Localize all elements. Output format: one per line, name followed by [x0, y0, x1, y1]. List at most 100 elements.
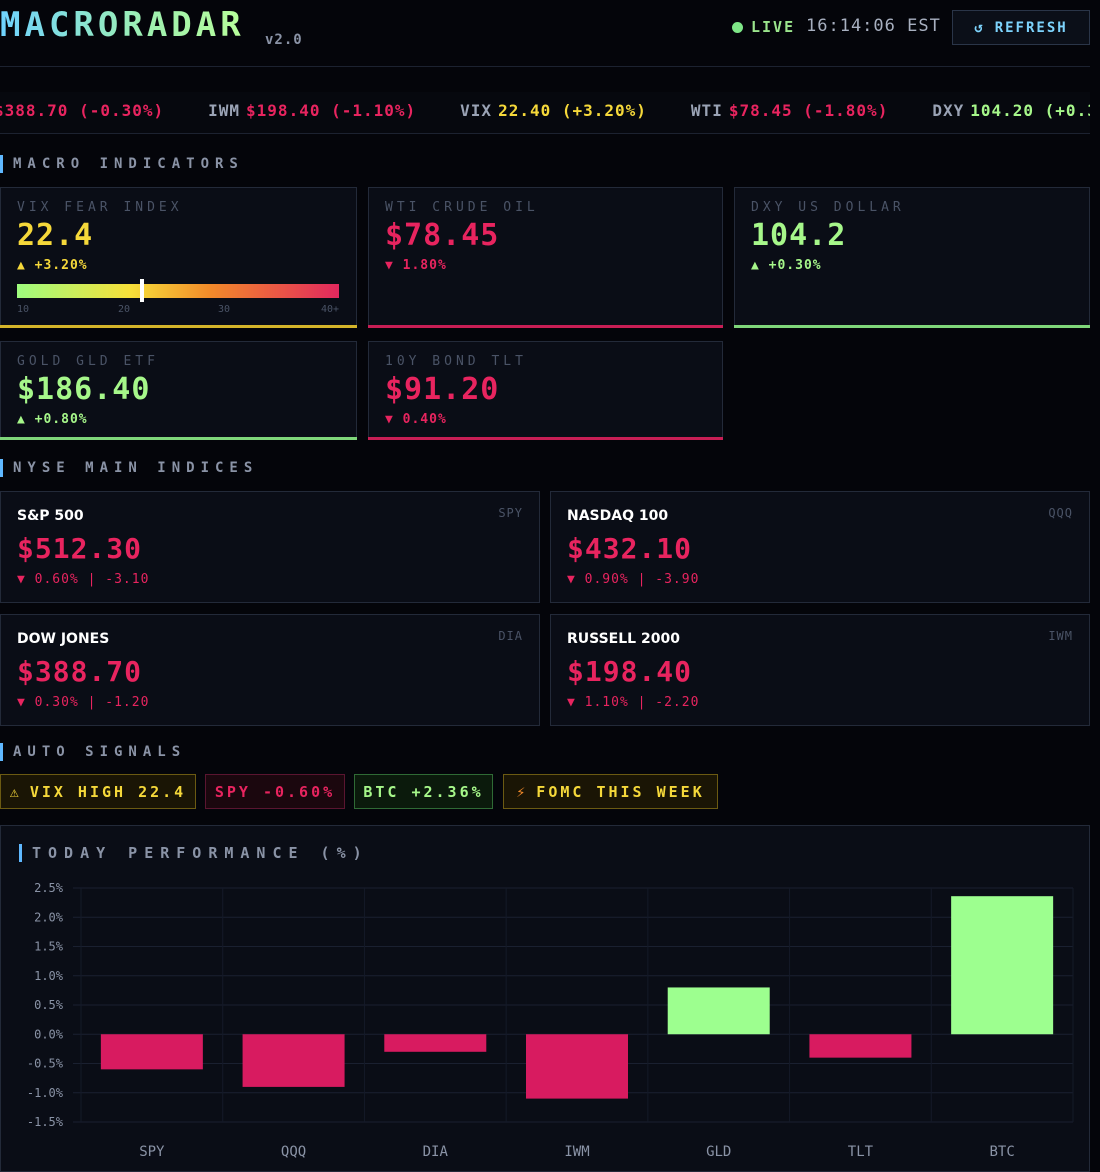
- card-value: 104.2: [751, 218, 847, 253]
- header-divider: [0, 66, 1090, 67]
- ticker-bar: $388.70 (-0.30%) IWM $198.40 (-1.10%) VIX 22…: [0, 92, 1090, 134]
- x-tick-label: QQQ: [281, 1144, 306, 1160]
- ticker-item: DXY 104.20 (+0.30%): [932, 101, 1090, 120]
- chart-bar: [384, 1034, 487, 1052]
- gauge-tick: 20: [118, 304, 131, 315]
- gauge-tick: 30: [218, 304, 231, 315]
- index-card-dia: DOW JONES DIA $388.70 ▼ 0.30% | -1.20: [0, 614, 540, 726]
- index-card-spy: S&P 500 SPY $512.30 ▼ 0.60% | -3.10: [0, 491, 540, 603]
- chart-title: TODAY PERFORMANCE (%): [19, 844, 369, 862]
- signal-vix-high[interactable]: ⚠ VIX HIGH 22.4: [0, 774, 196, 809]
- signal-btc[interactable]: BTC +2.36%: [354, 774, 493, 809]
- index-value: $512.30: [17, 532, 143, 565]
- y-tick-label: 1.5%: [34, 940, 64, 954]
- index-change: ▼ 1.10% | -2.20: [567, 695, 700, 710]
- index-value: $198.40: [567, 655, 693, 688]
- ticker-price: 104.20 (+0.30%): [970, 101, 1090, 120]
- card-change: ▼ 0.40%: [385, 412, 447, 427]
- gauge-tick: 10: [17, 304, 30, 315]
- macro-card-vix: VIX FEAR INDEX 22.4 ▲ +3.20% 10 20 30 40…: [0, 187, 357, 328]
- x-tick-label: DIA: [423, 1144, 449, 1160]
- x-tick-label: SPY: [139, 1144, 165, 1160]
- chart-bar: [526, 1034, 628, 1099]
- ticker-price: $198.40 (-1.10%): [246, 101, 417, 120]
- y-tick-label: -0.5%: [27, 1057, 64, 1071]
- chart-bar: [667, 987, 770, 1035]
- card-accent: [734, 325, 1090, 328]
- y-tick-label: 1.0%: [34, 969, 64, 983]
- ticker-track: $388.70 (-0.30%) IWM $198.40 (-1.10%) VIX 22…: [0, 101, 1090, 120]
- index-name: DOW JONES: [17, 631, 110, 647]
- index-symbol: SPY: [498, 506, 523, 520]
- refresh-label: REFRESH: [994, 19, 1068, 36]
- warning-icon: ⚠: [9, 782, 22, 801]
- ticker-item: WTI $78.45 (-1.80%): [691, 101, 888, 120]
- card-accent: [0, 325, 357, 328]
- lightning-icon: ⚡: [516, 782, 529, 801]
- y-tick-label: -1.5%: [27, 1115, 64, 1129]
- ticker-symbol: VIX: [460, 101, 493, 120]
- signal-label: BTC +2.36%: [363, 782, 484, 801]
- y-tick-label: 2.5%: [34, 881, 64, 895]
- index-change: ▼ 0.60% | -3.10: [17, 572, 150, 587]
- index-card-qqq: NASDAQ 100 QQQ $432.10 ▼ 0.90% | -3.90: [550, 491, 1090, 603]
- macro-card-dxy: DXY US DOLLAR 104.2 ▲ +0.30%: [734, 187, 1090, 328]
- index-change: ▼ 0.90% | -3.90: [567, 572, 700, 587]
- y-tick-label: 0.0%: [34, 1027, 64, 1041]
- card-value: $186.40: [17, 372, 151, 407]
- ticker-symbol: WTI: [690, 101, 723, 120]
- chart-bar: [951, 896, 1054, 1035]
- ticker-item: $388.70 (-0.30%): [0, 101, 164, 120]
- signal-label: FOMC THIS WEEK: [536, 782, 705, 801]
- section-title-macro: MACRO INDICATORS: [0, 155, 244, 173]
- chart-bar: [100, 1034, 203, 1070]
- performance-chart-panel: 2.5% 2.0% 1.5% 1.0% 0.5% 0.0% -0.5% -1.0% -1.5% S…: [0, 825, 1090, 1172]
- y-tick-label: -1.0%: [27, 1086, 64, 1100]
- performance-chart: 2.5% 2.0% 1.5% 1.0% 0.5% 0.0% -0.5% -1.0% -1.5% S…: [27, 881, 1074, 1160]
- card-accent: [368, 437, 723, 440]
- index-name: S&P 500: [17, 508, 84, 524]
- clock: 16:14:06 EST: [806, 16, 941, 36]
- macro-card-wti: WTI CRUDE OIL $78.45 ▼ 1.80%: [368, 187, 723, 328]
- y-tick-label: 0.5%: [34, 998, 64, 1012]
- refresh-icon: ↺: [974, 19, 985, 36]
- live-indicator: LIVE: [732, 18, 795, 36]
- x-tick-label: GLD: [706, 1144, 731, 1160]
- refresh-button[interactable]: ↺ REFRESH: [952, 10, 1090, 45]
- chart-bar: [242, 1034, 345, 1087]
- signal-fomc[interactable]: ⚡ FOMC THIS WEEK: [503, 774, 718, 809]
- ticker-price: 22.40 (+3.20%): [498, 101, 647, 120]
- section-title-indices: NYSE MAIN INDICES: [0, 459, 258, 477]
- card-label: WTI CRUDE OIL: [385, 200, 539, 215]
- ticker-price: $78.45 (-1.80%): [728, 101, 889, 120]
- x-tick-label: TLT: [848, 1144, 874, 1160]
- gauge-tick: 40+: [320, 304, 339, 315]
- card-change: ▼ 1.80%: [385, 258, 447, 273]
- ticker-price: $388.70 (-0.30%): [0, 101, 165, 120]
- card-change: ▲ +0.80%: [17, 412, 88, 427]
- vix-gauge-ticks: 10 20 30 40+: [17, 304, 339, 316]
- card-label: VIX FEAR INDEX: [17, 200, 183, 215]
- ticker-symbol: IWM: [208, 101, 241, 120]
- index-value: $388.70: [17, 655, 143, 688]
- macro-card-gold: GOLD GLD ETF $186.40 ▲ +0.80%: [0, 341, 357, 440]
- live-label: LIVE: [751, 18, 796, 36]
- card-change: ▲ +3.20%: [17, 258, 88, 273]
- section-title-signals: AUTO SIGNALS: [0, 743, 186, 761]
- x-tick-label: IWM: [564, 1144, 589, 1160]
- index-symbol: QQQ: [1048, 506, 1073, 520]
- vix-gauge-marker: [139, 279, 144, 302]
- index-value: $432.10: [567, 532, 693, 565]
- version-label: v2.0: [265, 32, 303, 48]
- card-accent: [0, 437, 357, 440]
- index-symbol: IWM: [1048, 629, 1073, 643]
- index-card-iwm: RUSSELL 2000 IWM $198.40 ▼ 1.10% | -2.20: [550, 614, 1090, 726]
- vix-gauge: [17, 279, 339, 302]
- chart-bar: [809, 1034, 912, 1058]
- card-label: 10Y BOND TLT: [385, 354, 527, 369]
- live-dot-icon: [732, 21, 743, 33]
- signal-spy[interactable]: SPY -0.60%: [205, 774, 345, 809]
- index-change: ▼ 0.30% | -1.20: [17, 695, 150, 710]
- x-tick-label: BTC: [989, 1144, 1014, 1160]
- signal-label: VIX HIGH 22.4: [29, 782, 187, 801]
